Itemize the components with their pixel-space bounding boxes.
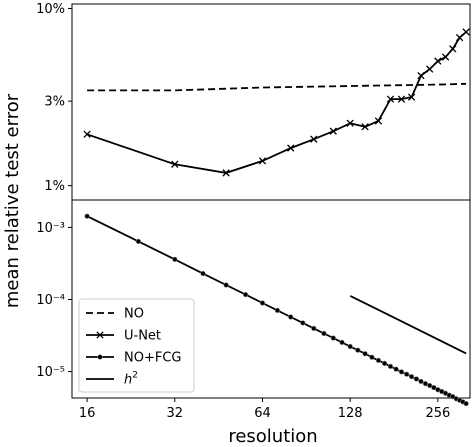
legend-label: NO [124, 307, 144, 322]
data-point-u-net [434, 57, 442, 65]
data-point-u-net [386, 95, 395, 103]
data-point-no-fcg [274, 307, 280, 313]
data-point-no-fcg [355, 347, 361, 353]
data-point-u-net [222, 169, 230, 177]
x-axis: 16 32 64 128 256 [79, 398, 450, 421]
data-point-u-net [329, 127, 337, 135]
data-point-no-fcg [347, 343, 353, 350]
data-point-no-fcg [172, 256, 178, 262]
data-point-no-fcg [135, 238, 141, 244]
data-point-no-fcg [223, 282, 229, 288]
x-tick-label: 16 [79, 406, 96, 421]
data-point-no-fcg [375, 357, 382, 363]
data-point-no-fcg [300, 320, 306, 326]
data-point-u-net [171, 160, 179, 168]
top-panel: 1% 3% 10% [36, 2, 471, 201]
legend-marker [96, 331, 104, 339]
data-point-u-net [346, 119, 354, 127]
y-axis-label: mean relative test error [2, 93, 23, 308]
top-y-tick-label: 1% [44, 179, 65, 194]
data-point-no-fcg [427, 382, 433, 389]
data-point-u-net [361, 123, 369, 131]
data-point-u-net [258, 157, 267, 165]
data-point-no-fcg [413, 376, 419, 382]
x-tick-label: 32 [167, 406, 184, 421]
x-tick-label: 128 [338, 406, 363, 421]
data-point-no-fcg [418, 378, 424, 385]
legend-entry-h-sq: h2 [86, 371, 138, 388]
series-h [349, 295, 467, 355]
series-no [87, 82, 467, 92]
data-point-no-fcg [463, 400, 469, 407]
data-point-no-fcg [393, 366, 399, 372]
top-y-tick-label: 3% [44, 95, 65, 110]
data-point-u-net [462, 28, 470, 36]
x-tick-label: 64 [254, 406, 271, 421]
data-point-no-fcg [259, 300, 266, 306]
top-y-tick-label: 10% [36, 2, 65, 17]
data-point-u-net [417, 71, 425, 80]
data-point-u-net [455, 33, 464, 42]
bottom-y-tick-label: 10⁻⁵ [36, 365, 65, 380]
data-point-no-fcg [339, 339, 345, 345]
data-point-no-fcg [311, 325, 317, 332]
data-point-no-fcg [404, 371, 410, 377]
data-point-no-fcg [330, 335, 336, 341]
legend-entry-no-fcg: NO+FCG [86, 351, 181, 366]
bottom-y-tick-label: 10⁻³ [36, 221, 65, 236]
bottom-y-tick-label: 10⁻⁴ [36, 293, 65, 308]
series-u-net [83, 28, 470, 177]
series-line-h [349, 295, 467, 355]
data-point-no-fcg [387, 363, 394, 369]
bottom-panel: 10⁻⁵ 10⁻⁴ 10⁻³ [36, 199, 471, 407]
data-point-no-fcg [362, 351, 368, 357]
data-point-no-fcg [398, 369, 405, 375]
data-point-u-net [426, 65, 434, 73]
data-point-no-fcg [288, 314, 294, 320]
series-no-fcg [84, 213, 469, 407]
data-point-u-net [310, 135, 318, 143]
data-point-no-fcg [321, 330, 327, 337]
data-point-u-net [287, 144, 295, 152]
x-tick-label: 256 [425, 406, 450, 421]
data-point-u-net [407, 93, 416, 101]
data-point-u-net [374, 117, 383, 125]
legend: NO U-Net NO+FCG h2 [78, 298, 195, 393]
data-point-no-fcg [200, 270, 206, 277]
legend-label: NO+FCG [124, 351, 181, 366]
series-line-no [87, 82, 467, 92]
data-point-no-fcg [242, 291, 249, 298]
top-panel-frame [71, 3, 471, 201]
data-point-no-fcg [422, 381, 429, 387]
legend-entry-u-net: U-Net [86, 329, 161, 344]
data-point-no-fcg [409, 374, 415, 380]
data-point-no-fcg [369, 354, 375, 360]
data-point-u-net [449, 45, 457, 53]
data-point-u-net [397, 95, 406, 103]
legend-marker [97, 354, 103, 360]
x-axis-label: resolution [228, 426, 317, 447]
data-point-u-net [441, 53, 450, 61]
data-point-no-fcg [381, 360, 388, 366]
data-point-u-net [83, 130, 91, 138]
legend-box [78, 298, 195, 393]
data-point-no-fcg [84, 213, 90, 219]
series-line-u-net [86, 31, 467, 174]
legend-label: h2 [124, 371, 138, 388]
legend-entry-no: NO [86, 307, 144, 322]
legend-label: U-Net [124, 329, 161, 344]
data-point-no-fcg [431, 384, 437, 391]
